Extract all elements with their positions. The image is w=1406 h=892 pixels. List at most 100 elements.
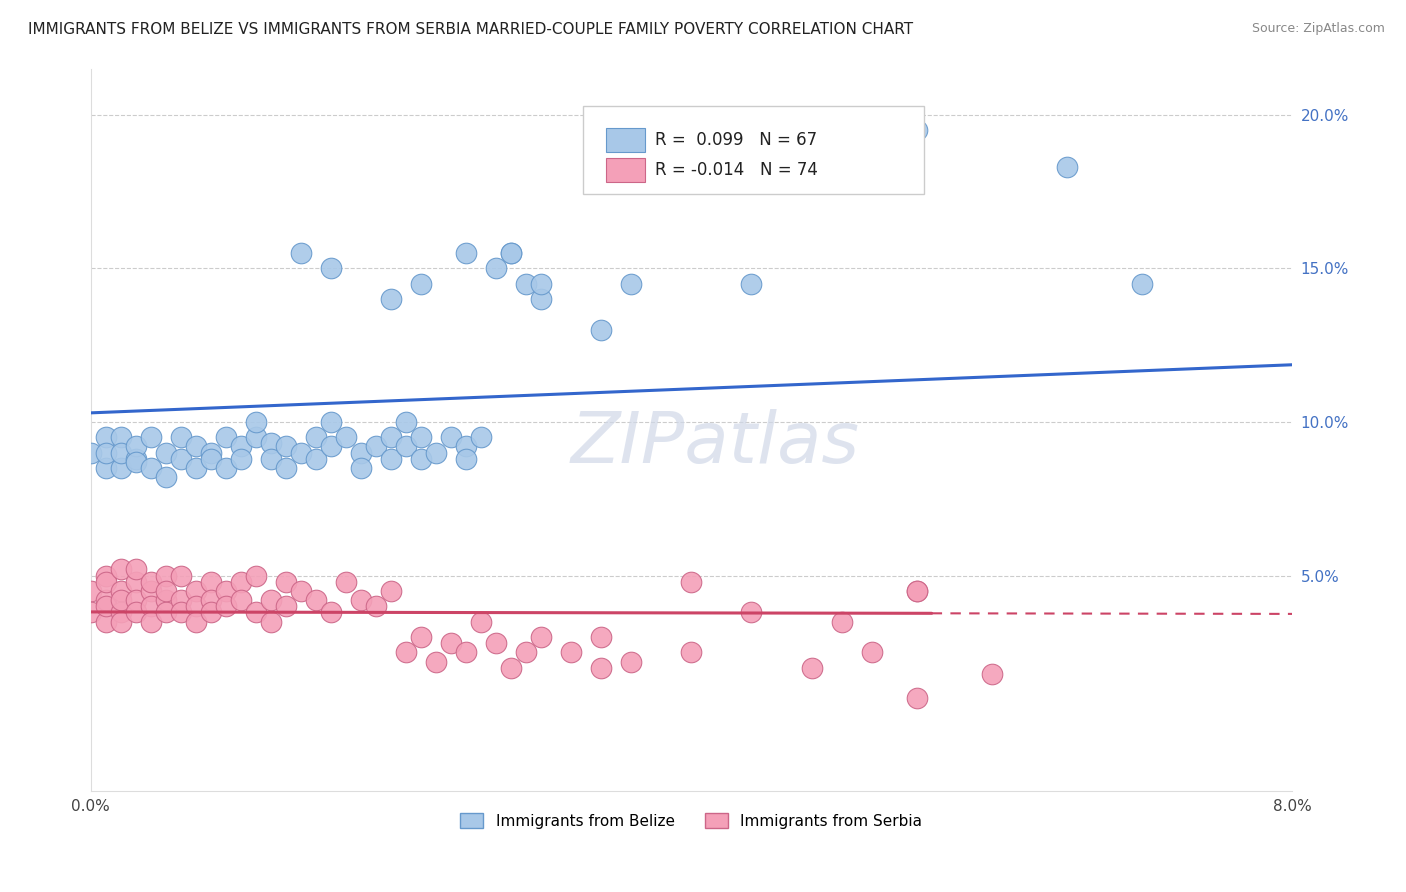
Point xyxy=(591,323,613,337)
Point xyxy=(454,645,477,659)
Point xyxy=(139,599,162,614)
Point xyxy=(290,445,312,459)
Point xyxy=(454,451,477,466)
Point xyxy=(110,593,132,607)
Point xyxy=(440,430,463,444)
Point xyxy=(94,568,117,582)
Point xyxy=(110,583,132,598)
Point xyxy=(620,277,643,291)
Point xyxy=(245,430,267,444)
Point xyxy=(274,599,297,614)
Point xyxy=(139,430,162,444)
Point xyxy=(94,599,117,614)
Point xyxy=(380,292,402,306)
Point xyxy=(409,277,432,291)
Point xyxy=(681,574,703,589)
Point xyxy=(274,461,297,475)
Point xyxy=(94,593,117,607)
Point xyxy=(319,440,342,454)
Point xyxy=(380,583,402,598)
Point xyxy=(831,615,853,629)
Point xyxy=(110,606,132,620)
Point xyxy=(110,430,132,444)
Text: R =  0.099   N = 67: R = 0.099 N = 67 xyxy=(655,131,817,149)
Point xyxy=(79,583,101,598)
Point xyxy=(274,574,297,589)
Point xyxy=(905,583,928,598)
Point xyxy=(184,583,207,598)
Point xyxy=(200,445,222,459)
Point xyxy=(530,277,553,291)
Point xyxy=(79,606,101,620)
Point xyxy=(501,245,523,260)
Point xyxy=(155,606,177,620)
Point xyxy=(440,636,463,650)
Point xyxy=(980,666,1002,681)
Point xyxy=(1130,277,1153,291)
Point xyxy=(319,415,342,429)
Point xyxy=(245,606,267,620)
Point xyxy=(170,593,193,607)
Point xyxy=(94,445,117,459)
Point xyxy=(110,461,132,475)
Point xyxy=(124,440,146,454)
Point xyxy=(425,655,447,669)
Point xyxy=(425,445,447,459)
Point xyxy=(260,451,283,466)
Point xyxy=(305,593,328,607)
Point xyxy=(94,615,117,629)
Point xyxy=(515,277,537,291)
Point xyxy=(170,568,193,582)
Point xyxy=(229,451,252,466)
Point xyxy=(110,615,132,629)
Point xyxy=(350,461,373,475)
Point xyxy=(170,606,193,620)
Point xyxy=(94,461,117,475)
Point xyxy=(245,415,267,429)
Point xyxy=(155,593,177,607)
Point xyxy=(395,645,418,659)
Point xyxy=(530,630,553,644)
Point xyxy=(139,574,162,589)
Point xyxy=(530,292,553,306)
Point xyxy=(470,430,492,444)
Point xyxy=(305,451,328,466)
Point xyxy=(245,568,267,582)
Point xyxy=(184,461,207,475)
Point xyxy=(124,606,146,620)
Point xyxy=(350,445,373,459)
Point xyxy=(740,606,762,620)
Text: ZIPatlas: ZIPatlas xyxy=(571,409,860,478)
Point xyxy=(501,661,523,675)
Point xyxy=(905,123,928,137)
Point xyxy=(215,583,238,598)
Point xyxy=(740,277,762,291)
Point xyxy=(200,593,222,607)
Point xyxy=(229,593,252,607)
Text: IMMIGRANTS FROM BELIZE VS IMMIGRANTS FROM SERBIA MARRIED-COUPLE FAMILY POVERTY C: IMMIGRANTS FROM BELIZE VS IMMIGRANTS FRO… xyxy=(28,22,914,37)
Point xyxy=(215,461,238,475)
Point xyxy=(395,440,418,454)
Point xyxy=(335,430,357,444)
Point xyxy=(124,593,146,607)
Point xyxy=(454,245,477,260)
Point xyxy=(155,583,177,598)
Point xyxy=(110,445,132,459)
Point xyxy=(620,655,643,669)
Text: Source: ZipAtlas.com: Source: ZipAtlas.com xyxy=(1251,22,1385,36)
Point xyxy=(139,461,162,475)
Point xyxy=(454,440,477,454)
Point xyxy=(515,645,537,659)
Point xyxy=(380,430,402,444)
Point xyxy=(1056,160,1078,174)
Point xyxy=(215,430,238,444)
Point xyxy=(79,445,101,459)
Point xyxy=(124,455,146,469)
Text: R = -0.014   N = 74: R = -0.014 N = 74 xyxy=(655,161,818,178)
Point xyxy=(591,630,613,644)
Point xyxy=(335,574,357,589)
Point xyxy=(200,606,222,620)
Point xyxy=(184,440,207,454)
Point xyxy=(860,645,883,659)
Point xyxy=(395,415,418,429)
